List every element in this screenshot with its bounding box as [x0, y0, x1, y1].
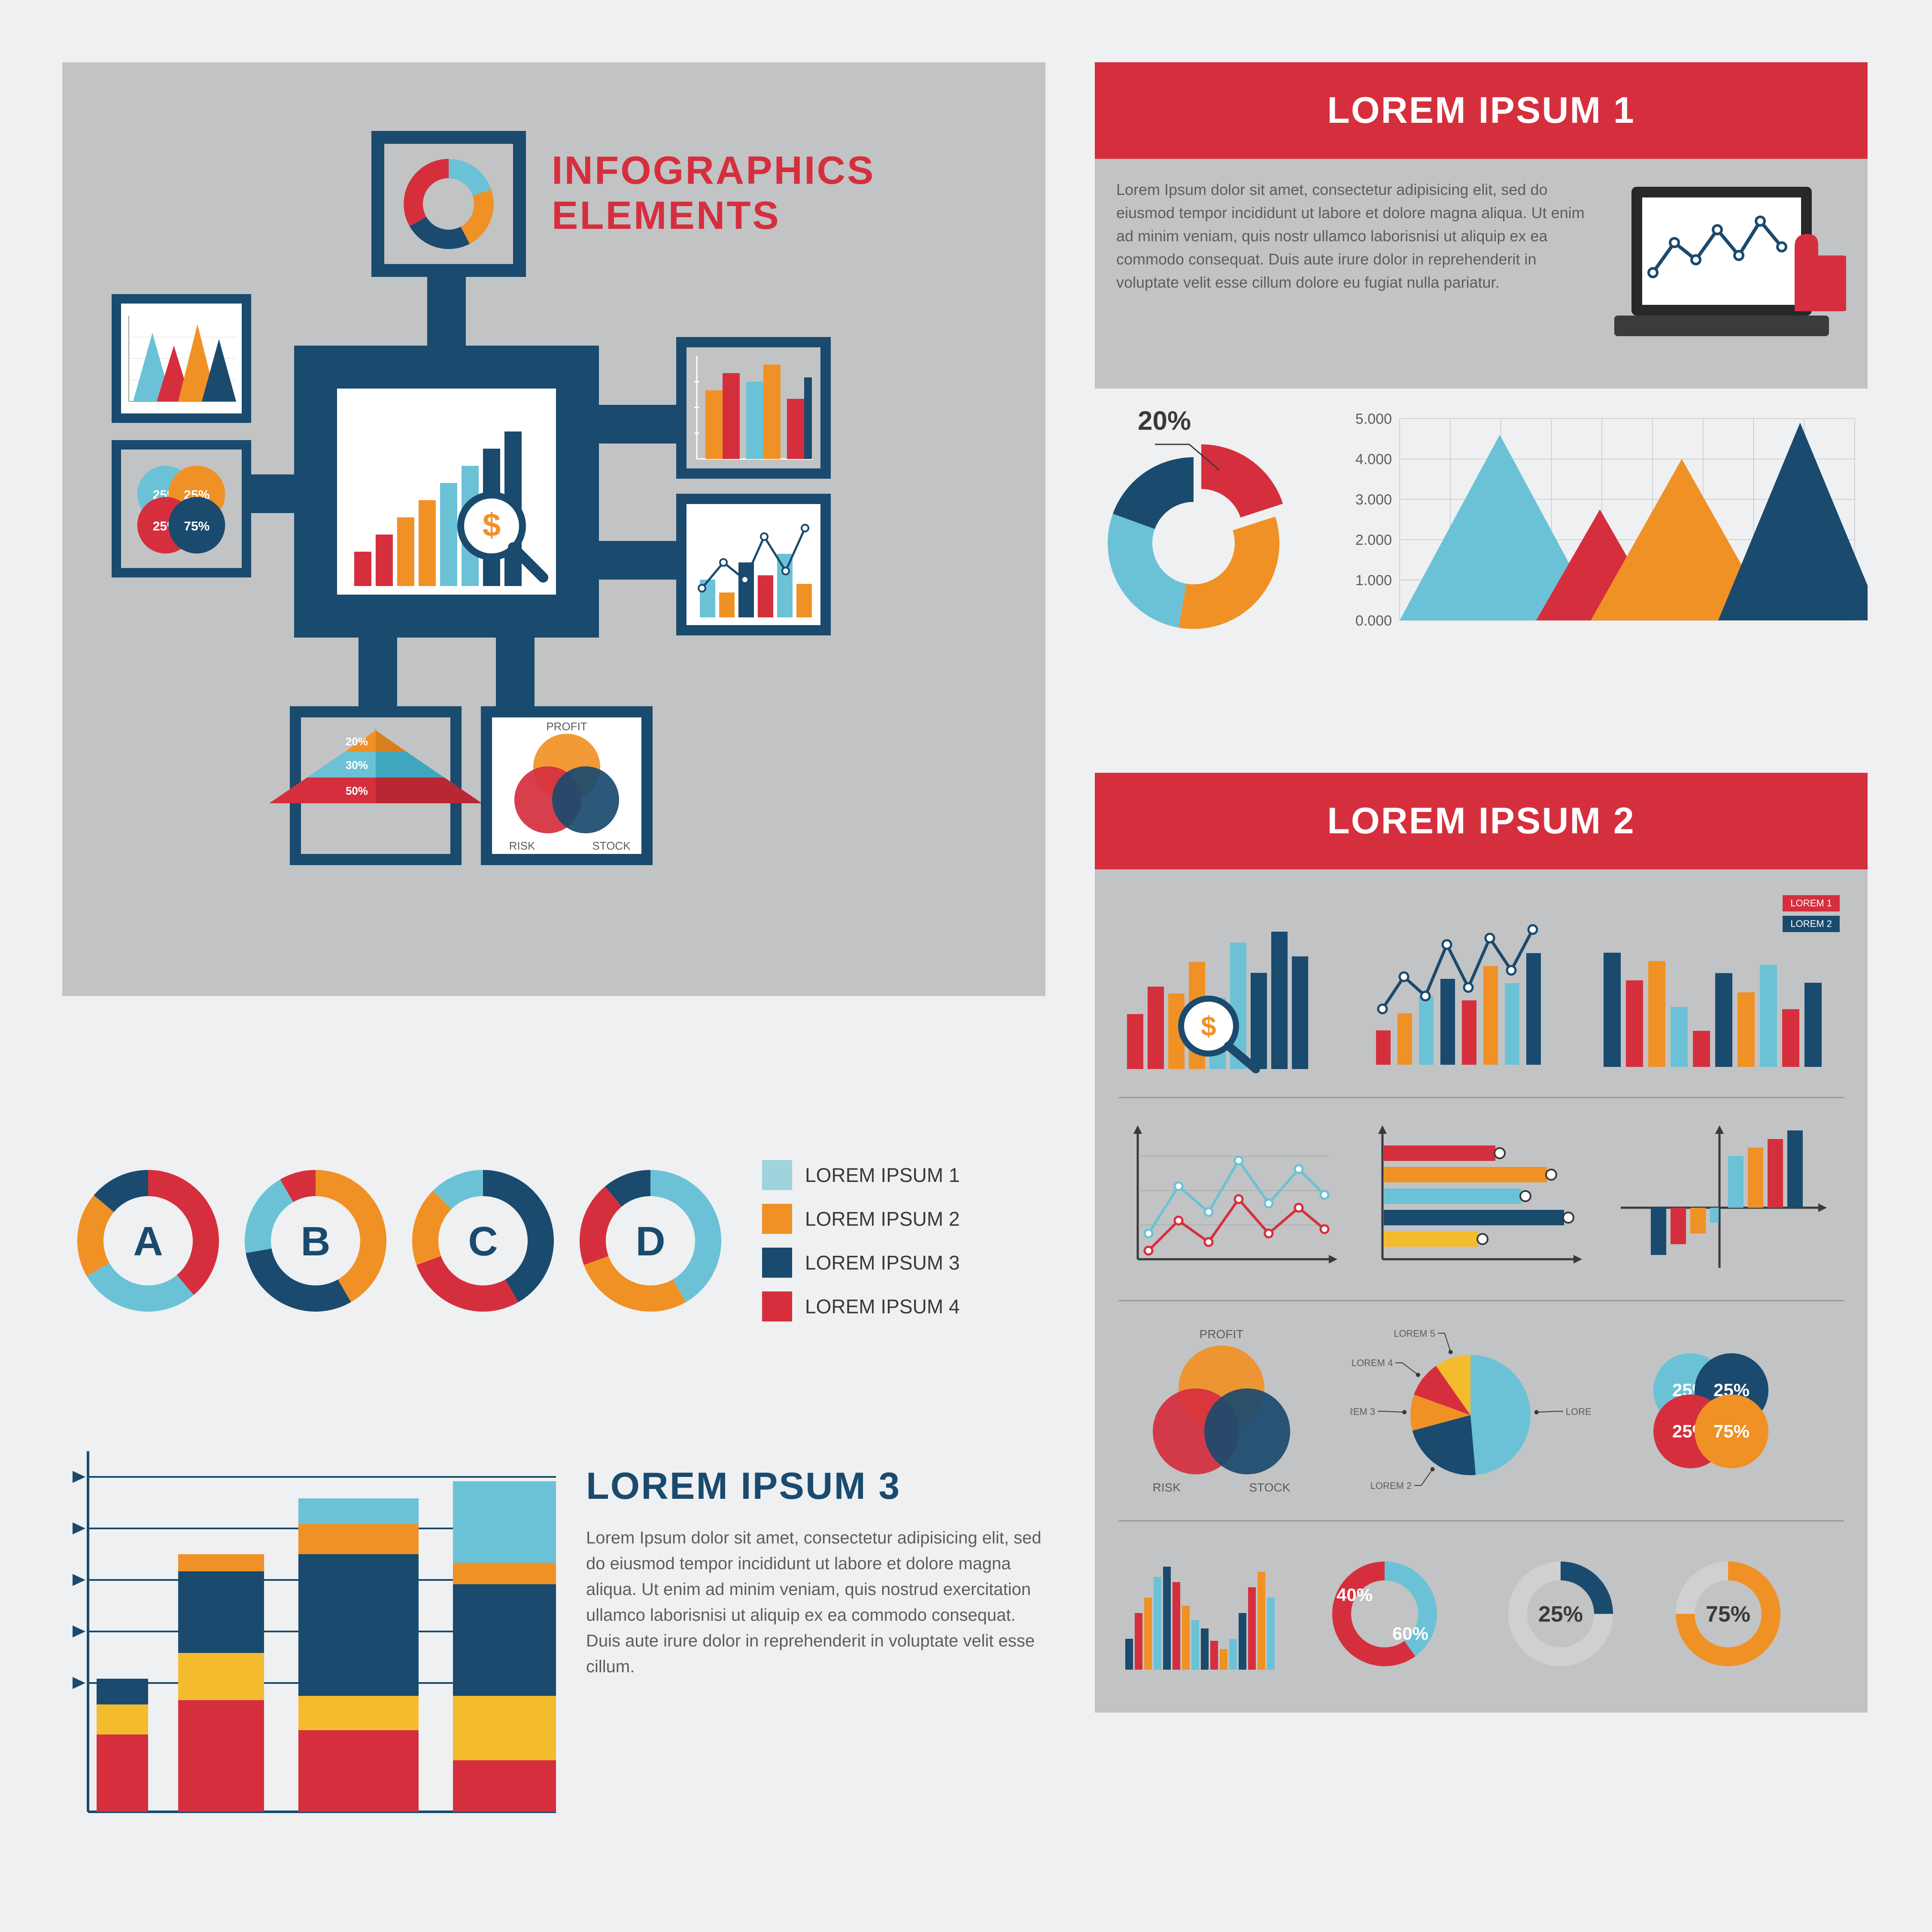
svg-text:$: $	[1201, 1011, 1216, 1042]
section1-donut	[1095, 427, 1301, 642]
legend-item: LOREM IPSUM 1	[762, 1160, 960, 1190]
svg-text:LOREM 2: LOREM 2	[1370, 1480, 1412, 1491]
legend-label: LOREM IPSUM 4	[805, 1295, 960, 1318]
gauge-25: 25%	[1488, 1545, 1634, 1683]
laptop-icon	[1606, 178, 1846, 358]
venn-diagram-2	[1136, 1341, 1307, 1479]
venn-left: RISK	[509, 839, 535, 852]
section1: LOREM IPSUM 1 Lorem Ipsum dolor sit amet…	[1095, 62, 1868, 644]
mini-line-chart	[1118, 1122, 1342, 1276]
section1-body: Lorem Ipsum dolor sit amet, consectetur …	[1116, 178, 1589, 369]
abcd-panel: ABCD LOREM IPSUM 1LOREM IPSUM 2LOREM IPS…	[67, 1151, 1050, 1331]
stacked-bars	[62, 1425, 556, 1838]
section2: LOREM IPSUM 2 $ LOREM 1 LOREM 2	[1095, 773, 1868, 1713]
section3-title: LOREM IPSUM 3	[586, 1464, 1045, 1508]
legend-label: LOREM IPSUM 3	[805, 1251, 960, 1274]
svg-text:50%: 50%	[346, 784, 368, 797]
svg-text:LOREM 4: LOREM 4	[1352, 1358, 1393, 1368]
svg-text:40%: 40%	[1337, 1585, 1373, 1605]
mini-hbar-chart	[1363, 1122, 1586, 1276]
legend-swatch	[762, 1204, 792, 1234]
svg-text:LOREM 3: LOREM 3	[1350, 1406, 1375, 1417]
section1-banner: LOREM IPSUM 1	[1095, 62, 1868, 159]
mini-quadrant-chart	[1608, 1122, 1831, 1276]
venn-right: STOCK	[592, 839, 631, 852]
s2-line-chart	[1359, 914, 1574, 1073]
svg-text:75%: 75%	[1713, 1421, 1750, 1441]
svg-text:$: $	[483, 507, 501, 544]
hero-diagram: 25%25%25%75%	[62, 62, 1045, 996]
svg-text:4.000: 4.000	[1355, 451, 1392, 468]
donut-callout: 20%	[1138, 406, 1191, 436]
svg-text:D: D	[635, 1218, 665, 1264]
svg-text:75%: 75%	[1706, 1602, 1750, 1627]
svg-text:60%: 60%	[1392, 1623, 1428, 1643]
s2-bars-legend	[1599, 938, 1840, 1071]
svg-text:5.000: 5.000	[1355, 411, 1392, 427]
venn-top: PROFIT	[546, 720, 587, 733]
legend-item: LOREM IPSUM 2	[762, 1204, 960, 1234]
legend-swatch	[762, 1160, 792, 1190]
svg-text:B: B	[301, 1218, 330, 1264]
svg-text:30%: 30%	[346, 759, 368, 772]
venn2-left: RISK	[1153, 1481, 1181, 1495]
svg-text:LOREM 1: LOREM 1	[1566, 1406, 1591, 1417]
venn2-top: PROFIT	[1118, 1327, 1324, 1341]
section3: LOREM IPSUM 3 Lorem Ipsum dolor sit amet…	[62, 1425, 1045, 1855]
abcd-legend: LOREM IPSUM 1 LOREM IPSUM 2 LOREM IPSUM 3 L…	[762, 1160, 960, 1321]
svg-text:1.000: 1.000	[1355, 572, 1392, 589]
pie-chart: LOREM 1 LOREM 2 LOREM 3 LOREM 4 LOREM 5	[1350, 1325, 1591, 1497]
legend-swatch	[762, 1291, 792, 1321]
gauge-75: 75%	[1655, 1545, 1801, 1683]
svg-text:LOREM 5: LOREM 5	[1394, 1328, 1435, 1339]
legend-label: LOREM IPSUM 1	[805, 1163, 960, 1187]
legend-item: LOREM IPSUM 3	[762, 1248, 960, 1278]
section2-banner: LOREM IPSUM 2	[1095, 773, 1868, 869]
svg-text:2.000: 2.000	[1355, 532, 1392, 548]
svg-text:75%: 75%	[184, 519, 210, 533]
legend-label: LOREM IPSUM 2	[805, 1207, 960, 1230]
gauge-split: 40% 60%	[1312, 1545, 1466, 1683]
venn2-right: STOCK	[1249, 1481, 1290, 1495]
svg-text:0.000: 0.000	[1355, 613, 1392, 629]
svg-text:A: A	[133, 1218, 163, 1264]
abcd-rings: A B C D	[67, 1159, 736, 1322]
svg-text:C: C	[468, 1218, 498, 1264]
legend-item: LOREM IPSUM 4	[762, 1291, 960, 1321]
legend-swatch	[762, 1248, 792, 1278]
area-chart: 5.000 4.000 3.000 2.000 1.000 0.000	[1340, 410, 1868, 638]
svg-text:3.000: 3.000	[1355, 492, 1392, 508]
svg-text:20%: 20%	[346, 735, 368, 748]
hero-panel: INFOGRAPHICS ELEMENTS	[62, 62, 1045, 996]
section3-body: Lorem Ipsum dolor sit amet, consectetur …	[586, 1525, 1045, 1680]
petal-chart-2: 25%25%25%75%	[1616, 1325, 1805, 1497]
svg-text:25%: 25%	[1538, 1602, 1583, 1627]
s2-bars-magnifier: $	[1118, 914, 1333, 1073]
mini-bars	[1118, 1554, 1290, 1674]
